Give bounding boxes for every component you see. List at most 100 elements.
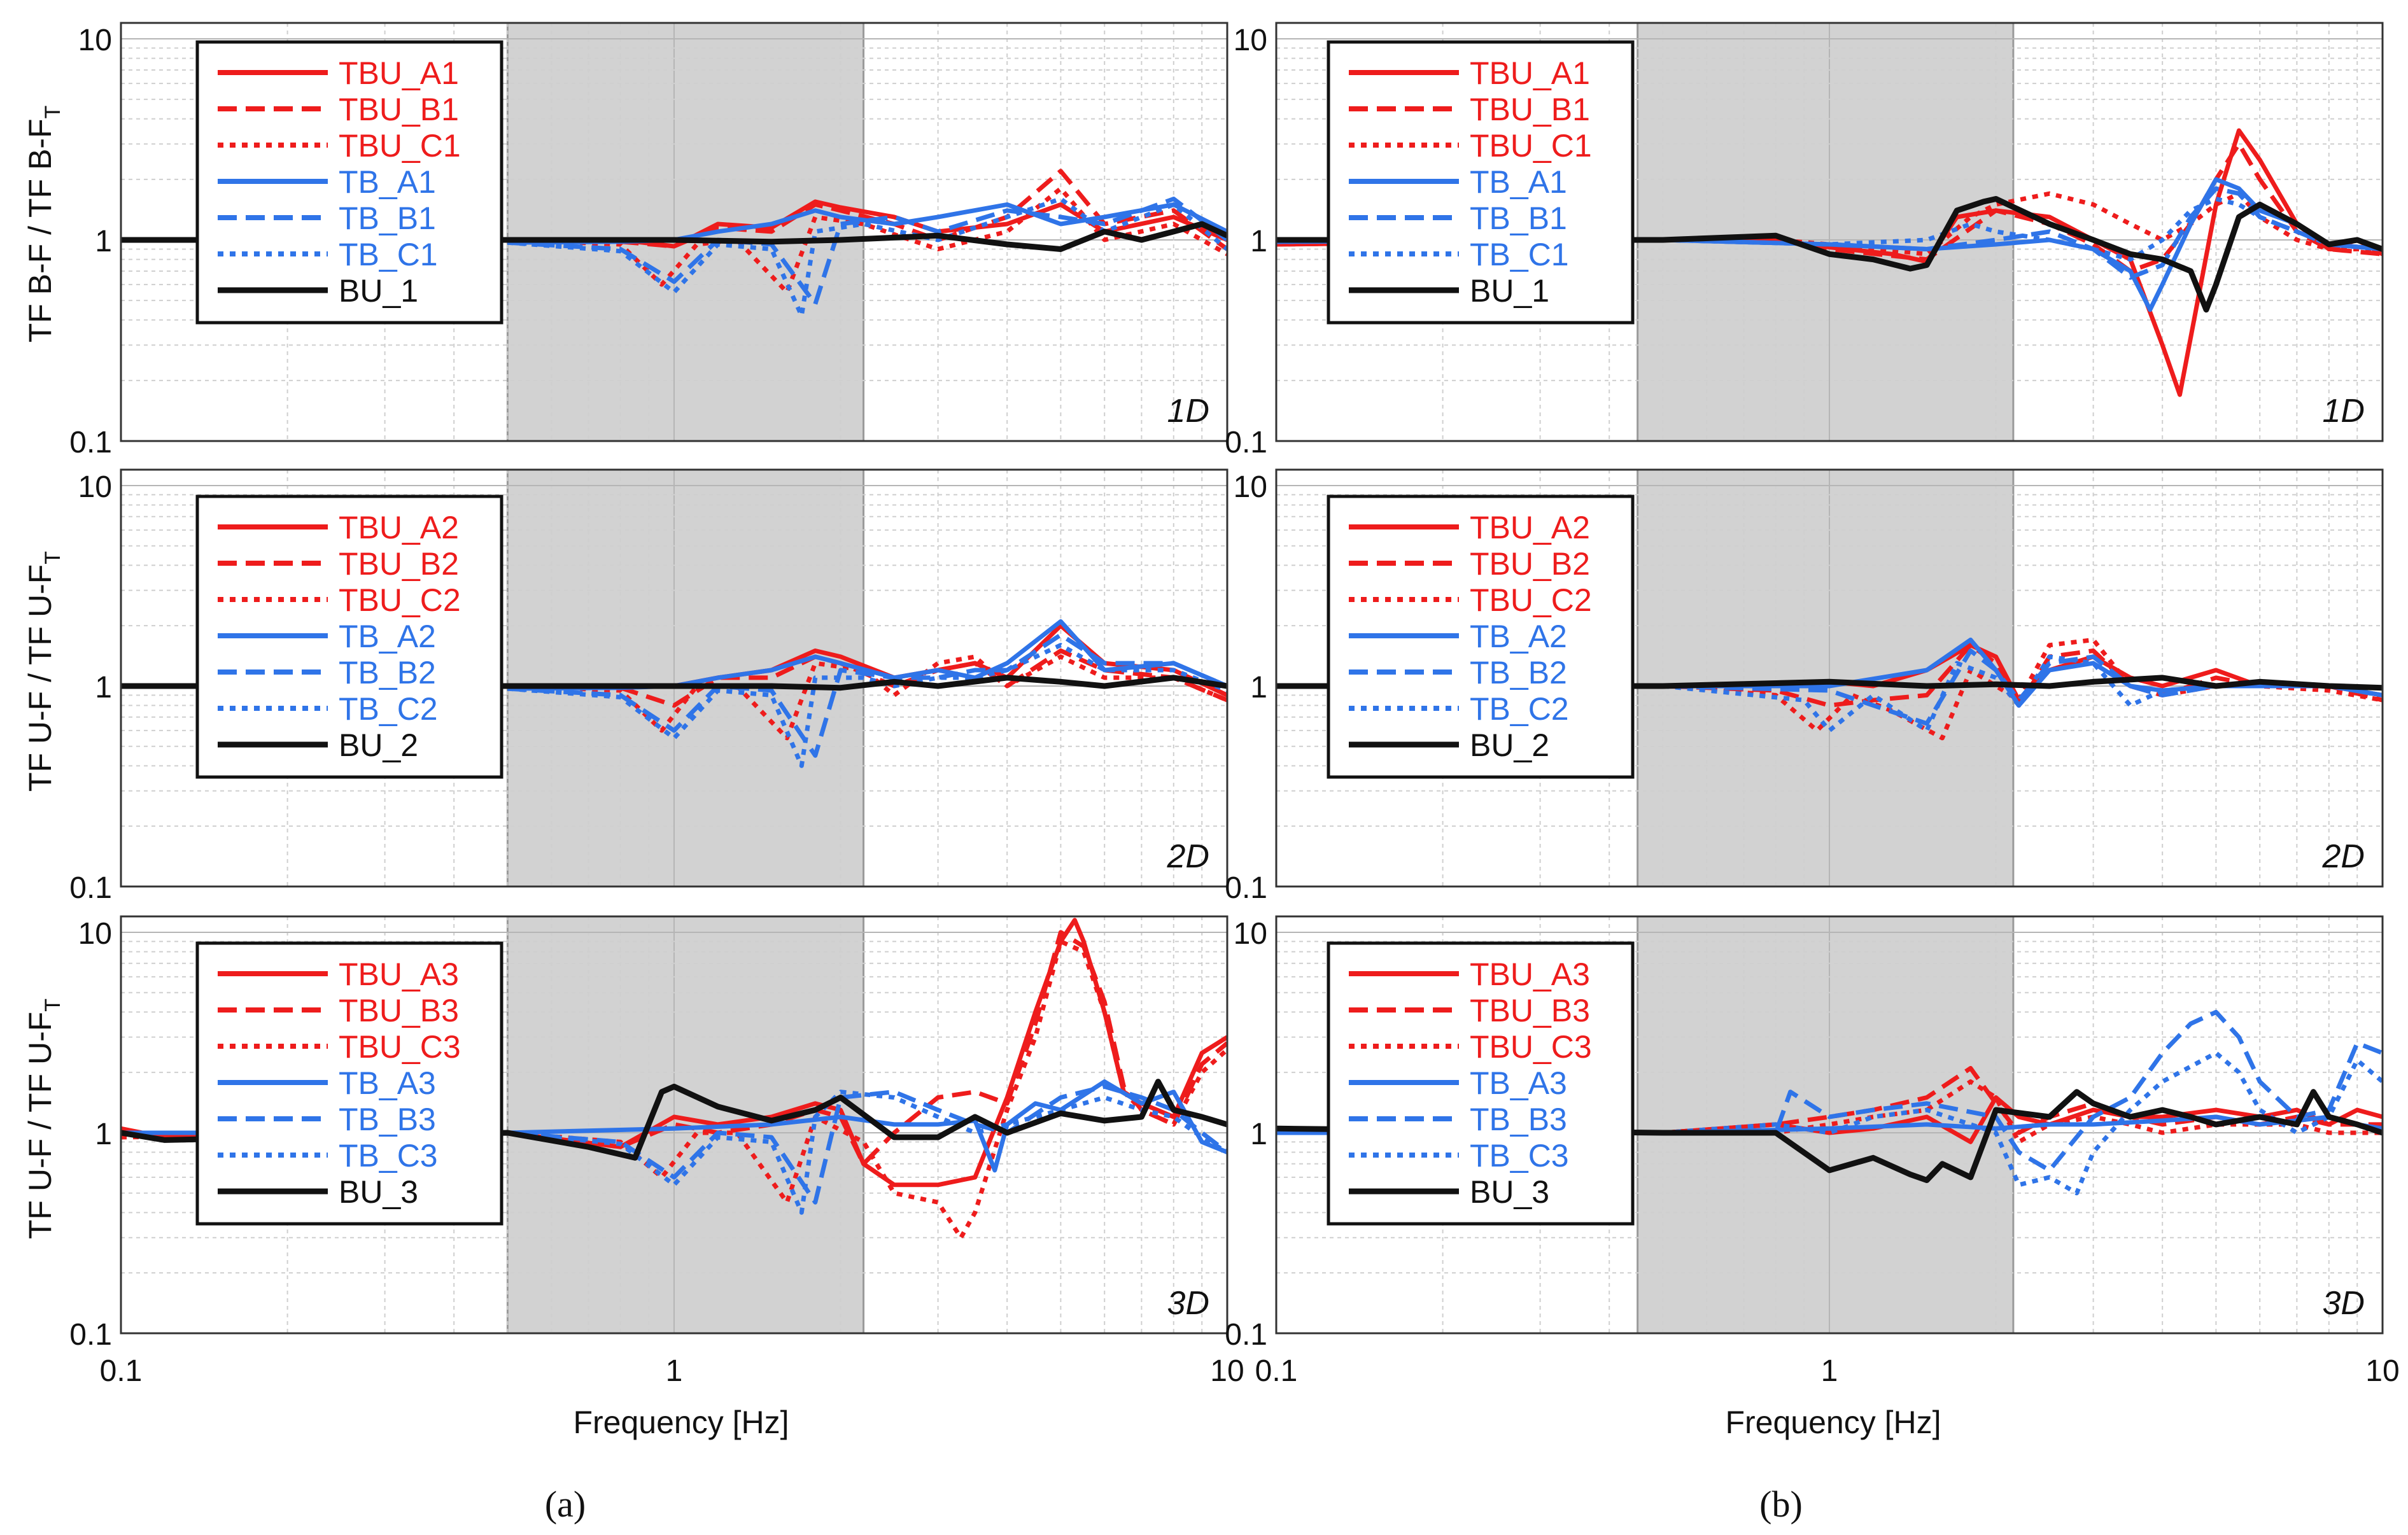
plot-frame [1275,22,2384,442]
shaded-frequency-band [506,468,865,888]
y-tick-label: 0.1 [69,1318,112,1352]
legend-label: TB_C2 [339,691,438,727]
series-line-tb-c3 [1276,1051,2383,1196]
ylabel-row3-text: TF U-F / TF U-F [22,1012,58,1239]
legend-label: TB_C1 [1470,237,1569,272]
y-tick-label: 1 [1250,225,1267,258]
legend-label: TBU_B2 [339,546,459,582]
legend-label: BU_2 [1470,727,1549,763]
legend-label: TB_C3 [339,1138,438,1174]
series-line-tb-b2 [507,633,1227,758]
series-group [1276,1009,2383,1196]
x-tick-label: 0.1 [1255,1354,1298,1388]
legend-label: TB_A1 [339,164,436,200]
ylabel-row2: TF U-F / TF U-FT [22,551,65,792]
plot-frame [1275,468,2384,888]
shaded-frequency-band [1637,22,2015,442]
panel-label-b: (b) [1759,1483,1803,1525]
y-tick-label: 1 [1250,671,1267,704]
legend-label: TBU_B3 [339,993,459,1028]
legend-label: TBU_B2 [1470,546,1590,582]
xlabel-right: Frequency [Hz] [1725,1405,1941,1440]
legend-label: BU_3 [1470,1174,1549,1210]
legend-label: TB_B3 [339,1102,436,1137]
y-tick-label: 0.1 [69,871,112,905]
series-line-bu-3 [121,1079,1227,1161]
series-line-bu-3 [1276,1089,2383,1183]
legend-label: BU_3 [339,1174,418,1210]
ylabel-row3: TF U-F / TF U-FT [22,999,65,1239]
shaded-frequency-band [506,22,865,442]
series-line-tb-b1 [507,197,1227,307]
series-group [121,619,1227,768]
legend-label: TBU_C3 [339,1029,461,1065]
plots-container: 0.11101DTBU_A1TBU_B1TBU_C1TB_A1TB_B1TB_C… [69,22,2400,1388]
row-tag: 2D [2322,838,2365,875]
y-tick-label: 1 [95,671,112,704]
legend-label: TBU_A1 [339,55,459,91]
y-tick-label: 10 [78,917,112,951]
legend-label: TBU_C3 [1470,1029,1592,1065]
x-tick-label: 0.1 [100,1354,143,1388]
ylabel-row1-text: TF B-F / TF B-F [22,118,58,342]
legend-label: TB_A1 [1470,164,1567,200]
x-tick-label: 1 [1821,1354,1838,1388]
series-line-tbu-c1 [507,186,1227,295]
series-line-tbu-c3 [1276,1079,2383,1144]
y-tick-label: 10 [1234,917,1267,951]
legend-label: TBU_B3 [1470,993,1590,1028]
legend-label: TBU_B1 [339,92,459,127]
series-group [1276,637,2383,741]
ylabel-row3-sub: T [41,999,65,1012]
row-tag: 2D [1167,838,1209,875]
row-tag: 1D [1167,393,1209,430]
legend-label: TBU_A3 [1470,957,1590,992]
x-tick-label: 10 [2365,1354,2399,1388]
series-line-bu-1 [121,221,1227,252]
shaded-frequency-band [1637,468,2015,888]
legend-label: BU_1 [1470,273,1549,309]
y-tick-label: 10 [1234,470,1267,504]
plot-b-1D: 0.1 1 10 1D TBU_A1TBU_B1TBU_C1TB_A1TB_B1TB_C… [1225,22,2384,459]
x-tick-label: 10 [1210,1354,1244,1388]
legend-label: TBU_C2 [339,582,461,618]
legend-label: TBU_C1 [1470,128,1592,164]
y-tick-label: 0.1 [1225,1318,1267,1352]
legend-label: TB_A2 [339,619,436,654]
series-line-tbu-b1 [507,169,1227,251]
y-tick-label: 0.1 [1225,426,1267,459]
y-tick-label: 10 [1234,24,1267,57]
plot-b-2D: 0.1 1 10 2D TBU_A2TBU_B2TBU_C2TB_A2TB_B2TB_C… [1225,468,2384,905]
legend-label: BU_1 [339,273,418,309]
ylabel-row1: TF B-F / TF B-FT [22,106,65,343]
series-line-tb-b1 [1276,186,2383,280]
ylabel-row2-text: TF U-F / TF U-F [22,564,58,792]
legend-label: TBU_C1 [339,128,461,164]
plot-a-1D: 0.1 1 10 1D TBU_A1TBU_B1TBU_C1TB_A1TB_B1TB_C… [69,22,1229,459]
legend-label: TBU_B1 [1470,92,1590,127]
legend-label: TB_C3 [1470,1138,1569,1174]
legend-label: TB_C2 [1470,691,1569,727]
row-tag: 3D [1167,1285,1209,1322]
plot-frame [1275,915,2384,1335]
panel-label-a: (a) [545,1483,586,1525]
series-line-bu-1 [1276,196,2383,313]
legend-label: TBU_A1 [1470,55,1590,91]
y-tick-label: 10 [78,24,112,57]
legend-label: TB_B1 [339,200,436,236]
series-group [121,169,1227,318]
y-tick-label: 10 [78,470,112,504]
legend-label: TB_A3 [1470,1065,1567,1101]
legend-label: TBU_A2 [339,510,459,545]
plot-frame [120,468,1229,888]
row-tag: 3D [2323,1285,2365,1322]
legend-label: TB_B2 [1470,655,1567,690]
legend-label: TB_A3 [339,1065,436,1101]
